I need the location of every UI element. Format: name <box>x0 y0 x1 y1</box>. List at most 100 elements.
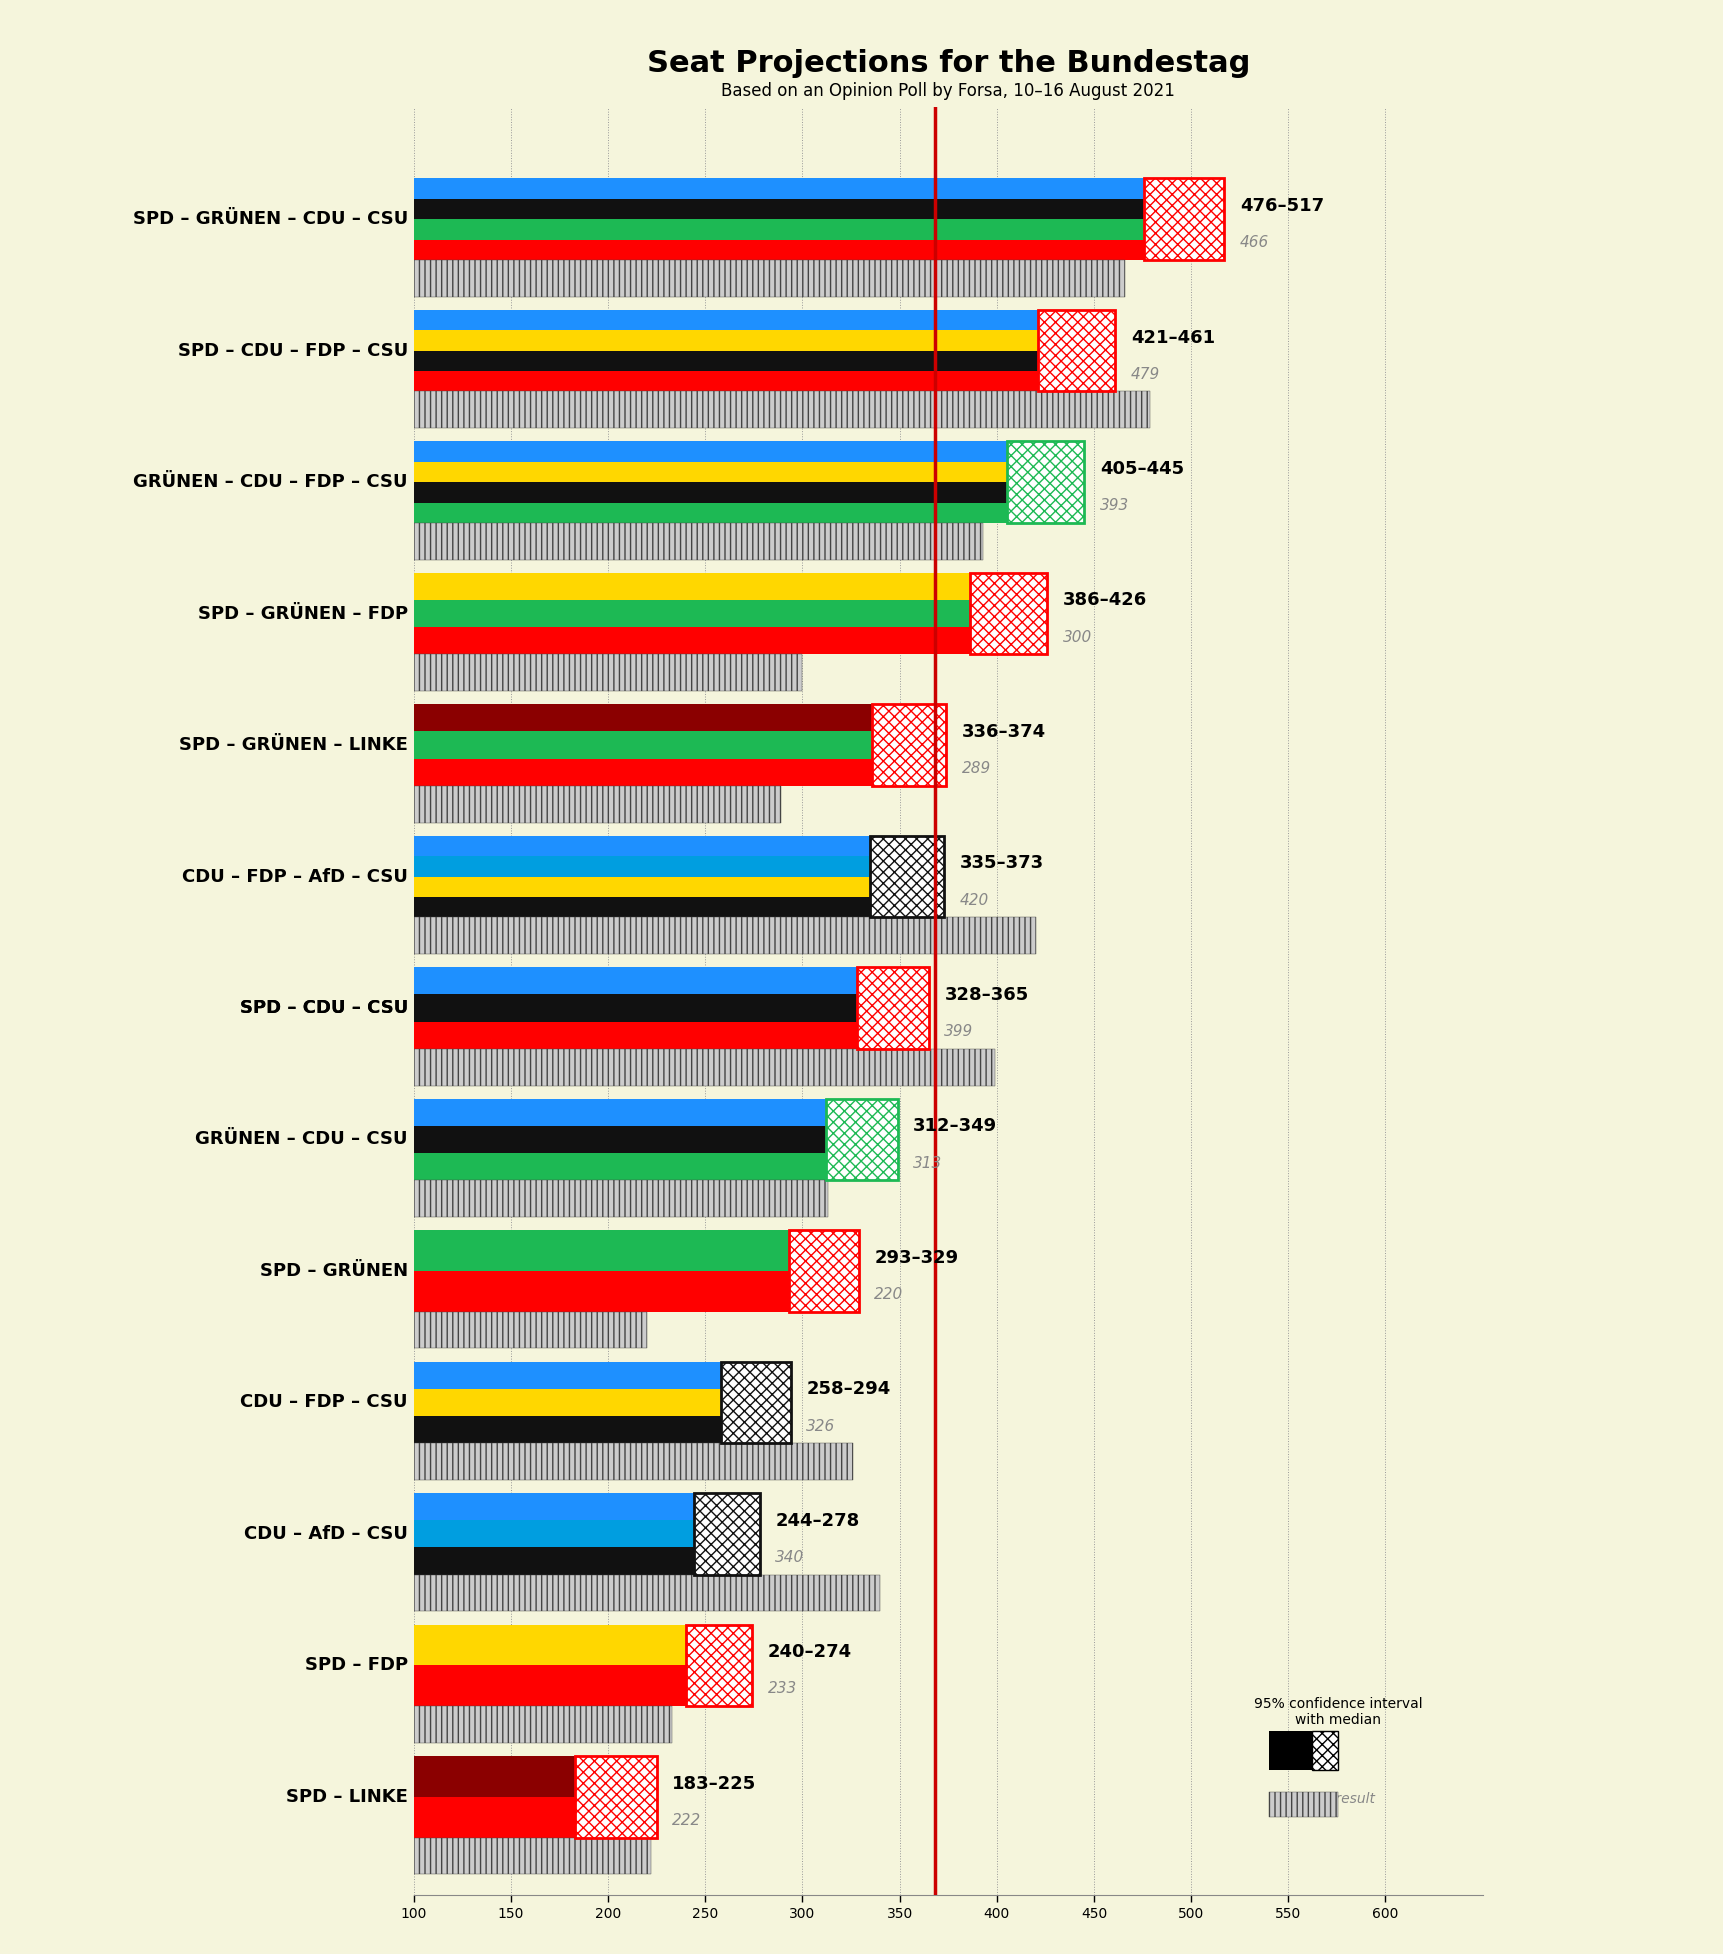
Text: SPD – FDP: SPD – FDP <box>305 1657 408 1675</box>
Bar <box>414 916 1036 954</box>
Text: GRÜNEN – CDU – FDP – CSU: GRÜNEN – CDU – FDP – CSU <box>133 473 408 490</box>
Bar <box>414 1757 575 1798</box>
Bar <box>414 877 870 897</box>
Bar <box>414 786 781 823</box>
Bar <box>414 483 1006 502</box>
Bar <box>414 1126 825 1153</box>
Text: GRÜNEN – CDU – CSU: GRÜNEN – CDU – CSU <box>195 1131 408 1149</box>
Text: 393: 393 <box>1099 498 1129 514</box>
Bar <box>414 1444 853 1479</box>
Bar <box>575 1757 656 1837</box>
Text: Seat Projections for the Bundestag: Seat Projections for the Bundestag <box>646 49 1249 78</box>
Bar <box>414 655 801 692</box>
Text: 466: 466 <box>1239 234 1268 250</box>
Bar <box>686 1624 751 1706</box>
Bar <box>414 330 1037 350</box>
Bar <box>414 1520 693 1548</box>
Bar <box>1006 442 1084 524</box>
Bar <box>414 524 982 559</box>
Bar <box>870 836 944 916</box>
Bar <box>414 1311 646 1348</box>
Text: 479: 479 <box>1130 367 1160 381</box>
Bar <box>1144 178 1223 260</box>
Bar <box>968 573 1046 655</box>
Bar <box>414 758 872 786</box>
Text: 300: 300 <box>1063 629 1091 645</box>
Text: CDU – FDP – CSU: CDU – FDP – CSU <box>239 1393 408 1411</box>
Bar <box>414 856 870 877</box>
Bar <box>414 311 1037 330</box>
Bar <box>414 219 1144 240</box>
Bar <box>414 1837 651 1874</box>
Bar <box>414 1706 672 1743</box>
Text: 95% confidence interval
with median: 95% confidence interval with median <box>1253 1698 1421 1727</box>
Bar <box>789 1231 858 1311</box>
Text: CDU – FDP – AfD – CSU: CDU – FDP – AfD – CSU <box>183 868 408 885</box>
Bar <box>414 1706 672 1743</box>
Bar <box>414 1575 880 1612</box>
Text: SPD – CDU – FDP – CSU: SPD – CDU – FDP – CSU <box>177 342 408 360</box>
Text: 312–349: 312–349 <box>913 1118 998 1135</box>
Bar <box>414 967 856 995</box>
Bar <box>1268 1792 1337 1817</box>
Bar <box>414 260 1125 297</box>
Text: 326: 326 <box>806 1419 836 1434</box>
Text: SPD – CDU – CSU: SPD – CDU – CSU <box>239 998 408 1016</box>
Bar <box>414 199 1144 219</box>
Bar <box>414 1444 853 1479</box>
Text: Based on an Opinion Poll by Forsa, 10–16 August 2021: Based on an Opinion Poll by Forsa, 10–16… <box>720 82 1175 100</box>
Bar <box>414 1837 651 1874</box>
Bar <box>414 600 968 627</box>
Bar <box>872 703 946 786</box>
Bar <box>414 1665 686 1706</box>
Text: SPD – GRÜNEN – CDU – CSU: SPD – GRÜNEN – CDU – CSU <box>133 211 408 229</box>
Text: 405–445: 405–445 <box>1099 459 1184 479</box>
Bar <box>414 178 1144 199</box>
Bar <box>414 350 1037 371</box>
Bar <box>856 967 929 1049</box>
Bar <box>1037 311 1115 391</box>
Bar <box>414 371 1037 391</box>
Bar <box>414 240 1144 260</box>
Bar <box>414 1548 693 1575</box>
Bar <box>414 391 1149 428</box>
Text: 293–329: 293–329 <box>874 1249 958 1266</box>
Text: SPD – LINKE: SPD – LINKE <box>286 1788 408 1805</box>
Bar <box>789 1231 858 1311</box>
Bar <box>414 260 1125 297</box>
Text: 183–225: 183–225 <box>672 1774 756 1792</box>
Bar <box>414 1153 825 1180</box>
Text: 289: 289 <box>961 762 991 776</box>
Bar <box>414 703 872 731</box>
Text: 421–461: 421–461 <box>1130 328 1215 346</box>
Bar <box>414 1180 827 1217</box>
Bar <box>414 1270 789 1311</box>
Text: 476–517: 476–517 <box>1239 197 1323 215</box>
Text: 335–373: 335–373 <box>960 854 1044 871</box>
Text: 340: 340 <box>775 1550 805 1565</box>
Text: 222: 222 <box>672 1813 701 1827</box>
Bar <box>414 1049 994 1086</box>
Text: 399: 399 <box>944 1024 973 1040</box>
Bar <box>1268 1731 1311 1770</box>
Text: Last result: Last result <box>1301 1792 1373 1805</box>
Bar <box>414 786 781 823</box>
Bar <box>686 1624 751 1706</box>
Bar <box>414 1180 827 1217</box>
Bar <box>414 1022 856 1049</box>
Text: SPD – CDU – CSU: SPD – CDU – CSU <box>239 998 408 1016</box>
Text: 386–426: 386–426 <box>1063 592 1146 610</box>
Bar <box>414 1417 720 1444</box>
Bar <box>414 442 1006 461</box>
Bar <box>414 524 982 559</box>
Bar <box>825 1098 898 1180</box>
Bar <box>575 1757 656 1837</box>
Text: 244–278: 244–278 <box>775 1512 860 1530</box>
Bar <box>1037 311 1115 391</box>
Bar <box>414 1493 693 1520</box>
Bar <box>414 1311 646 1348</box>
Bar <box>720 1362 791 1444</box>
Text: SPD – GRÜNEN – LINKE: SPD – GRÜNEN – LINKE <box>179 737 408 754</box>
Bar <box>414 1362 720 1389</box>
Text: 240–274: 240–274 <box>767 1643 851 1661</box>
